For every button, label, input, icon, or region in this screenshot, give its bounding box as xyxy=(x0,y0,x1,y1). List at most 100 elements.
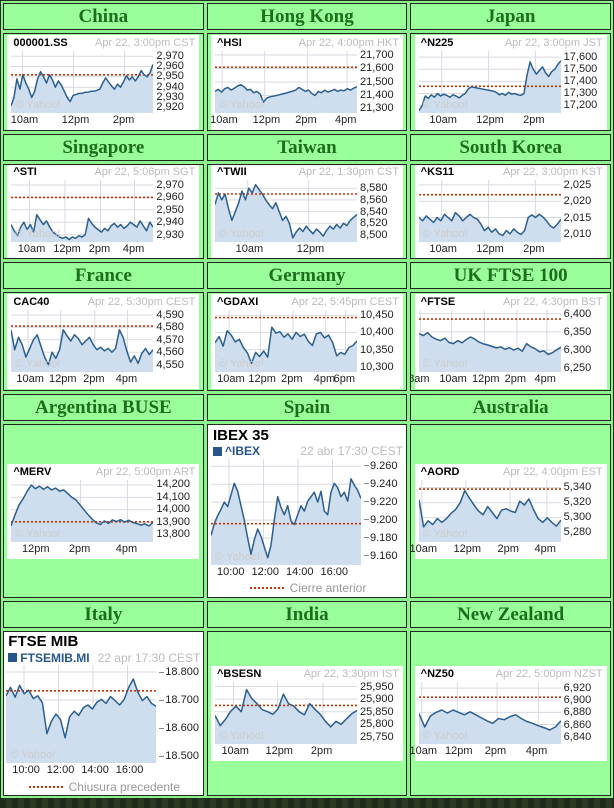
chart-^NZ50[interactable]: ^NZ50 Apr 22, 5:00pm NZST © Yahoo! 6,920 6,9… xyxy=(411,666,607,761)
y-axis-label: 6,350 xyxy=(564,326,592,338)
chart-header-row: 000001.SS Apr 22, 3:00pm CST xyxy=(11,37,197,51)
y-axis-labels: 2,970 2,960 2,950 2,940 2,930 xyxy=(153,179,197,242)
header-row: China Hong Kong Japan xyxy=(3,3,611,30)
chart-header-row: ^BSESN Apr 22, 3:30pm IST xyxy=(215,668,401,682)
y-axis-label: 17,600 xyxy=(564,51,598,63)
y-axis-label: 10,450 xyxy=(360,309,394,321)
y-axis-label: 18.500 xyxy=(159,750,199,762)
price-line xyxy=(11,483,154,527)
y-axis-label: 13,900 xyxy=(156,516,190,528)
chart-^AORD[interactable]: ^AORD Apr 22, 4:00pm EST © Yahoo! 5,340 5,32… xyxy=(411,463,607,559)
y-axis-label-text: 14,000 xyxy=(156,503,190,516)
ticker-symbol: ^BSESN xyxy=(216,668,262,680)
region-header-japan: Japan xyxy=(410,3,611,30)
region-header-australia: Australia xyxy=(410,394,611,421)
x-axis-label: 4pm xyxy=(534,373,556,385)
x-axis-label: 10am xyxy=(217,373,245,385)
y-axis-label: 25,800 xyxy=(360,718,394,730)
chart-^FTSE[interactable]: ^FTSE Apr 22, 4:30pm BST © Yahoo! 6,400 6,35… xyxy=(411,294,607,389)
y-tick-mark xyxy=(364,465,369,467)
y-axis-label: 9.180 xyxy=(364,532,398,544)
chart-FTSEMIB.MI[interactable]: FTSE MIB FTSEMIB.MI 22 apr 17:30 CEST © Yah… xyxy=(3,632,203,795)
chart-body: © Yahoo! 8,580 8,560 8,540 8,520 8,500 xyxy=(214,180,401,242)
market-cell-india: ^BSESN Apr 22, 3:30pm IST © Yahoo! 25,950 25… xyxy=(206,631,408,796)
y-axis-label-text: 2,940 xyxy=(156,80,184,93)
y-axis-label: 2,940 xyxy=(156,81,184,93)
y-axis-label-text: 2,010 xyxy=(563,227,592,240)
region-header-label: Hong Kong xyxy=(260,5,354,27)
x-axis-label: 10am xyxy=(221,745,249,757)
chart-^N225[interactable]: ^N225 Apr 22, 3:00pm JST © Yahoo! 17,600 17,… xyxy=(414,34,607,130)
ticker-symbol: CAC40 xyxy=(13,296,50,308)
x-axis-label: 2pm xyxy=(484,745,507,757)
chart-^HSI[interactable]: ^HSI Apr 22, 4:00pm HKT © Yahoo! 21,700 21,6… xyxy=(210,34,403,130)
x-axis-label: 2pm xyxy=(523,243,545,255)
y-axis-label: 21,600 xyxy=(360,62,394,74)
y-axis-label-text: 2,960 xyxy=(156,60,184,72)
region-header-uk-ftse-100: UK FTSE 100 xyxy=(410,262,611,289)
price-chart-svg xyxy=(211,458,361,565)
y-axis-labels: 2,970 2,960 2,950 2,940 2,930 2,920 xyxy=(153,50,197,114)
chart-^GDAXI[interactable]: ^GDAXI Apr 22, 5:45pm CEST © Yahoo! 10,450 1… xyxy=(210,294,403,389)
y-axis-label-text: 17,200 xyxy=(563,99,598,112)
y-axis-label-text: 18.600 xyxy=(165,722,199,734)
y-axis-label: 4,560 xyxy=(156,346,184,358)
header-row: Italy India New Zealand xyxy=(3,601,611,628)
price-area xyxy=(214,84,357,113)
y-axis-label-text: 2,940 xyxy=(156,216,184,229)
chart-row: FTSE MIB FTSEMIB.MI 22 apr 17:30 CEST © Yah… xyxy=(3,631,611,796)
y-axis-label-text: 25,750 xyxy=(359,730,394,743)
y-tick-mark xyxy=(364,483,369,485)
chart-header-row: ^STI Apr 22, 5:06pm SGT xyxy=(11,166,197,180)
y-axis-label-text: 2,930 xyxy=(156,91,184,103)
chart-^STI[interactable]: ^STI Apr 22, 5:06pm SGT © Yahoo! 2,970 2,960… xyxy=(7,165,200,258)
y-axis-label: 6,920 xyxy=(564,682,592,694)
x-axis-labels: 10am 12pm 2pm 4pm xyxy=(11,372,153,387)
y-axis-label: 13,800 xyxy=(156,528,190,540)
x-axis-label: 12pm xyxy=(476,243,504,255)
chart-^KS11[interactable]: ^KS11 Apr 22, 3:00pm KST © Yahoo! 2,025 2,02… xyxy=(414,165,607,258)
y-axis-label-text: 18.800 xyxy=(165,666,199,678)
chart-^MERV[interactable]: ^MERV Apr 22, 5:00pm ART © Yahoo! 14,200 14,… xyxy=(7,463,200,559)
y-axis-label-text: 8,520 xyxy=(359,217,388,230)
y-axis-label-text: 6,860 xyxy=(563,718,592,731)
x-axis-label: 12:00 xyxy=(251,565,280,578)
x-axis-labels: 10am 12pm 2pm 4pm xyxy=(11,242,153,257)
chart-CAC40[interactable]: CAC40 Apr 22, 5:30pm CEST © Yahoo! 4,590 4,5… xyxy=(7,294,200,389)
y-axis-label-text: 10,350 xyxy=(359,343,394,356)
market-cell-germany: ^GDAXI Apr 22, 5:45pm CEST © Yahoo! 10,450 1… xyxy=(206,292,408,391)
chart-body: © Yahoo! 9.260 9.240 9.220 9.200 9.180 9.160 xyxy=(211,458,405,565)
y-axis-label-text: 9.160 xyxy=(370,549,398,562)
y-axis-label-text: 13,900 xyxy=(156,515,190,528)
chart-^IBEX[interactable]: IBEX 35 ^IBEX 22 abr 17:30 CEST © Yahoo! 9.2… xyxy=(207,425,407,597)
y-axis-label: 2,970 xyxy=(156,50,184,62)
y-axis-label-text: 4,550 xyxy=(156,358,184,371)
price-chart-svg xyxy=(11,180,154,242)
y-axis-label-text: 5,340 xyxy=(563,481,592,494)
prev-close-legend: Cierre anterior xyxy=(211,581,405,596)
y-axis-label: 8,560 xyxy=(360,194,388,206)
region-header-spain: Spain xyxy=(206,394,408,421)
chart-^TWII[interactable]: ^TWII Apr 22, 1:30pm CST © Yahoo! 8,580 8,56… xyxy=(210,165,403,258)
y-axis-label-text: 8,560 xyxy=(359,193,388,206)
y-axis-label: 8,540 xyxy=(360,206,388,218)
y-axis-label: 14,000 xyxy=(156,503,190,515)
y-axis-label: 25,900 xyxy=(360,693,394,705)
y-axis-label: 2,010 xyxy=(564,228,592,240)
chart-body: © Yahoo! 14,200 14,100 14,000 13,900 13,800 xyxy=(11,478,197,542)
x-axis-labels: 10am 12pm 2pm 4pm xyxy=(411,744,561,759)
y-tick-mark xyxy=(364,537,369,539)
chart-000001.SS[interactable]: 000001.SS Apr 22, 3:00pm CST © Yahoo! 2,970… xyxy=(7,34,200,130)
chart-row: 000001.SS Apr 22, 3:00pm CST © Yahoo! 2,970… xyxy=(3,33,611,131)
chart-timestamp: Apr 22, 1:30pm CST xyxy=(298,166,399,178)
y-axis-label-text: 2,970 xyxy=(156,49,184,62)
y-axis-label-text: 2,960 xyxy=(156,191,184,204)
price-chart-svg xyxy=(11,479,154,542)
chart-timestamp: Apr 22, 3:00pm KST xyxy=(502,166,603,178)
y-axis-label: 17,300 xyxy=(564,87,598,99)
ticker-symbol: ^N225 xyxy=(420,36,454,49)
y-axis-label-text: 6,350 xyxy=(563,325,592,338)
chart-^BSESN[interactable]: ^BSESN Apr 22, 3:30pm IST © Yahoo! 25,950 25… xyxy=(210,666,403,761)
x-axis-labels: 10am 12pm xyxy=(215,242,357,257)
chart-title: FTSE MIB xyxy=(8,633,79,650)
